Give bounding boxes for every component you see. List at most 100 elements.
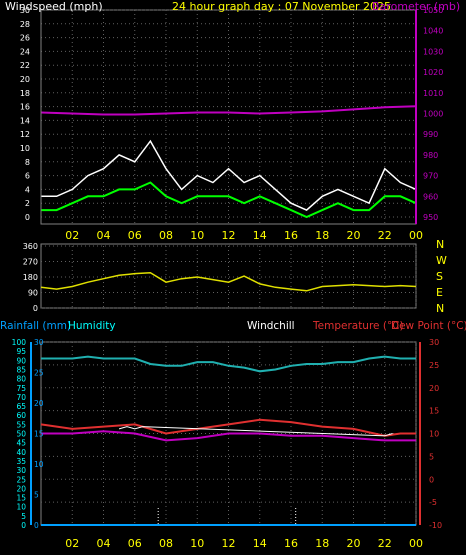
barometer-tick-label: 1050 — [423, 6, 443, 15]
rainfall-label: Rainfall (mm) — [0, 320, 71, 332]
humidity-tick-label: 80 — [16, 375, 26, 384]
windspeed-tick-label: 20 — [20, 75, 30, 84]
temperature-tick-label: 15 — [429, 407, 439, 416]
x-tick-label: 10 — [190, 537, 204, 550]
barometer-tick-label: 1000 — [423, 110, 443, 119]
direction-tick-label: 180 — [23, 273, 38, 282]
humidity-tick-label: 5 — [21, 512, 26, 521]
direction-axis-labels: 0 90 180 270 360 — [23, 242, 38, 313]
humidity-tick-label: 60 — [16, 411, 26, 420]
windspeed-tick-label: 26 — [20, 34, 30, 43]
rainfall-tick-label: 0 — [34, 521, 39, 530]
x-tick-label: 10 — [190, 229, 204, 242]
x-tick-label: 16 — [284, 229, 298, 242]
x-tick-label: 02 — [65, 537, 79, 550]
windspeed-tick-label: 22 — [20, 61, 30, 70]
humidity-tick-label: 65 — [16, 402, 26, 411]
x-tick-label: 04 — [97, 537, 111, 550]
temperature-line — [40, 418, 416, 437]
barometer-tick-label: 960 — [423, 192, 438, 201]
humidity-tick-label: 0 — [21, 521, 26, 530]
rainfall-tick-label: 5 — [34, 491, 39, 500]
windspeed-tick-label: 10 — [20, 144, 30, 153]
temp-humidity-series — [40, 355, 416, 526]
direction-grid — [41, 245, 417, 309]
x-tick-label: 12 — [222, 537, 236, 550]
direction-tick-label: 270 — [23, 258, 38, 267]
wind-baro-panel — [40, 9, 417, 225]
barometer-axis-labels: 950 960 970 980 990 1000 1010 1020 1030 1040 1050 — [423, 6, 443, 222]
x-tick-label: 18 — [315, 229, 329, 242]
compass-label: E — [436, 286, 443, 299]
temperature-tick-label: 10 — [429, 430, 439, 439]
humidity-tick-label: 25 — [16, 475, 26, 484]
humidity-tick-label: 40 — [16, 448, 26, 457]
x-tick-label: 08 — [159, 537, 173, 550]
humidity-tick-label: 90 — [16, 356, 26, 365]
temperature-tick-label: 20 — [429, 384, 439, 393]
x-tick-label: 04 — [97, 229, 111, 242]
x-tick-label: 12 — [222, 229, 236, 242]
humidity-tick-label: 35 — [16, 457, 26, 466]
barometer-title: Barometer (mb) — [372, 0, 460, 13]
dewpoint-label: Dew Point (°C) — [391, 320, 466, 332]
wind-baro-series — [40, 105, 417, 219]
windspeed-tick-label: 18 — [20, 89, 30, 98]
compass-label: N — [436, 238, 444, 251]
barometer-tick-label: 990 — [423, 130, 438, 139]
temp-grid — [41, 341, 417, 526]
compass-label: S — [436, 270, 443, 283]
x-tick-label: 20 — [347, 229, 361, 242]
windspeed-tick-label: 2 — [25, 199, 30, 208]
barometer-tick-label: 1040 — [423, 27, 443, 36]
windspeed-tick-label: 12 — [20, 130, 30, 139]
barometer-tick-label: 980 — [423, 151, 438, 160]
wind-average-line — [41, 181, 417, 219]
windspeed-tick-label: 28 — [20, 20, 30, 29]
windspeed-tick-label: 6 — [25, 172, 30, 181]
windchill-line — [118, 426, 393, 437]
x-tick-label: 18 — [315, 537, 329, 550]
humidity-tick-label: 50 — [16, 430, 26, 439]
barometer-tick-label: 1030 — [423, 47, 443, 56]
windspeed-tick-label: 24 — [20, 47, 30, 56]
temperature-tick-label: -5 — [429, 498, 437, 507]
x-tick-label: 08 — [159, 229, 173, 242]
windspeed-tick-label: 8 — [25, 158, 30, 167]
x-tick-label: 14 — [253, 537, 267, 550]
rainfall-tick-label: 25 — [34, 369, 44, 378]
x-tick-label: 22 — [378, 537, 392, 550]
graph-title: 24 hour graph day : 07 November 2025 — [172, 0, 391, 13]
wind-gust-line — [41, 139, 417, 211]
rainfall-tick-label: 15 — [34, 430, 44, 439]
x-tick-label: 06 — [128, 229, 142, 242]
windspeed-tick-label: 4 — [25, 185, 30, 194]
barometer-tick-label: 950 — [423, 213, 438, 222]
compass-label: N — [436, 302, 444, 315]
x-tick-label: 16 — [284, 537, 298, 550]
humidity-tick-label: 20 — [16, 484, 26, 493]
humidity-axis-labels: 0510152025303540455055606570758085909510… — [12, 338, 27, 530]
dewpoint-line — [41, 430, 416, 442]
x-tick-label: 02 — [65, 229, 79, 242]
temperature-tick-label: 25 — [429, 361, 439, 370]
humidity-tick-label: 100 — [12, 338, 27, 347]
humidity-tick-label: 55 — [16, 420, 26, 429]
direction-tick-label: 90 — [28, 289, 38, 298]
temperature-tick-label: 30 — [429, 338, 439, 347]
x-tick-label: 14 — [253, 229, 267, 242]
direction-tick-label: 360 — [23, 242, 38, 251]
x-tick-label: 06 — [128, 537, 142, 550]
rainfall-tick-label: 20 — [34, 399, 44, 408]
windspeed-tick-label: 30 — [20, 6, 30, 15]
barometer-tick-label: 970 — [423, 172, 438, 181]
wind-grid — [41, 9, 417, 224]
rainfall-tick-label: 30 — [34, 338, 44, 347]
windspeed-title: Windspeed (mph) — [5, 0, 103, 13]
barometer-line — [40, 105, 417, 116]
temperature-tick-label: -10 — [429, 521, 442, 530]
humidity-tick-label: 10 — [16, 503, 26, 512]
humidity-tick-label: 15 — [16, 494, 26, 503]
